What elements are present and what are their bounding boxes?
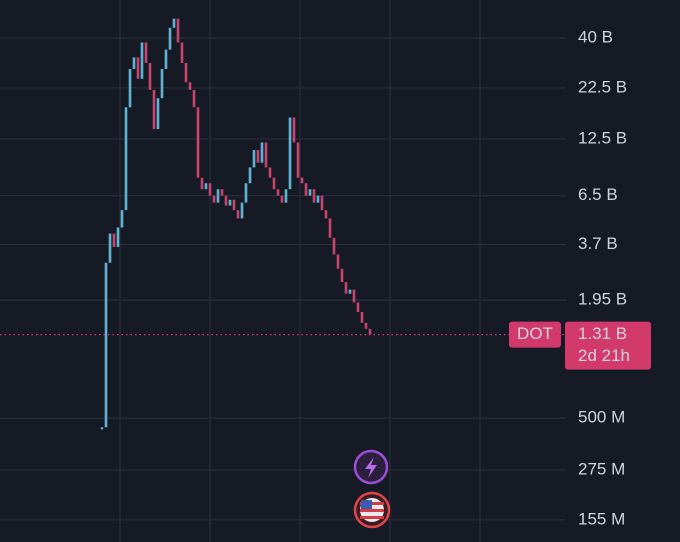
y-tick-label: 1.95 B	[578, 290, 627, 309]
y-tick-label: 3.7 B	[578, 234, 618, 253]
y-tick-label: 40 B	[578, 28, 613, 47]
candle	[260, 142, 264, 163]
candle	[216, 189, 220, 203]
candle	[276, 189, 280, 196]
candle	[252, 150, 256, 168]
candle	[136, 57, 140, 79]
candle	[132, 57, 136, 69]
candle	[176, 18, 180, 43]
candle	[192, 89, 196, 108]
flag-stripe	[360, 509, 384, 512]
vertical-grid	[119, 0, 481, 542]
candle	[156, 98, 160, 130]
candle	[300, 177, 304, 184]
candle	[208, 183, 212, 196]
candle	[164, 49, 168, 69]
y-tick-label: 500 M	[578, 408, 625, 427]
symbol-label: DOT	[517, 324, 553, 343]
event-icons	[353, 449, 391, 529]
y-tick-label: 275 M	[578, 460, 625, 479]
countdown-label: 2d 21h	[578, 346, 630, 365]
candle	[236, 210, 240, 219]
candle	[364, 322, 368, 329]
symbol-badge	[509, 321, 561, 348]
candle	[348, 289, 352, 294]
lightning-glyph	[365, 457, 377, 478]
candle	[352, 289, 356, 303]
candle	[292, 117, 296, 143]
candle	[204, 183, 208, 190]
candle	[332, 237, 336, 255]
candle	[360, 312, 364, 323]
y-tick-label: 6.5 B	[578, 185, 618, 204]
candle	[296, 142, 300, 178]
candle	[316, 195, 320, 203]
candle	[240, 202, 244, 219]
candle	[340, 268, 344, 283]
candle	[344, 282, 348, 294]
plot: 40 B 22.5 B 12.5 B 6.5 B 3.7 B 1.95 B 500 M 275…	[0, 18, 651, 528]
candle	[120, 210, 124, 228]
candle	[328, 218, 332, 238]
candle	[288, 117, 292, 190]
candle	[104, 262, 108, 428]
candle	[280, 195, 284, 203]
candle	[124, 107, 128, 211]
candle	[356, 302, 360, 313]
candle	[272, 177, 276, 190]
candle	[264, 142, 268, 168]
flag-canton	[361, 500, 372, 509]
candle	[304, 183, 308, 196]
candle	[116, 227, 120, 247]
candle	[228, 199, 232, 206]
candle	[212, 195, 216, 203]
candle	[320, 195, 324, 211]
candle	[248, 167, 252, 184]
candle	[312, 189, 316, 203]
price-badge	[565, 321, 651, 370]
candle	[180, 42, 184, 63]
candle	[220, 189, 224, 196]
candle	[224, 195, 228, 206]
candle	[200, 177, 204, 190]
candle	[268, 167, 272, 178]
candle	[152, 89, 156, 130]
candle	[256, 150, 260, 163]
candle	[308, 189, 312, 196]
last-price-label: 1.31 B	[578, 324, 627, 343]
candle	[196, 107, 200, 178]
candle	[168, 27, 172, 50]
candle	[232, 199, 236, 211]
y-tick-label: 12.5 B	[578, 128, 627, 147]
candle	[100, 427, 104, 430]
candle	[244, 183, 248, 203]
candle	[148, 62, 152, 90]
candle	[284, 189, 288, 203]
y-tick-label: 155 M	[578, 509, 625, 528]
candle	[140, 42, 144, 79]
candle	[160, 68, 164, 99]
flag-stripe	[360, 516, 384, 519]
candle	[184, 62, 188, 83]
candle	[112, 233, 116, 247]
candle	[108, 233, 112, 263]
candle	[336, 254, 340, 269]
candle	[188, 82, 192, 90]
candle	[368, 328, 372, 335]
y-tick-label: 22.5 B	[578, 77, 627, 96]
candle	[144, 42, 148, 63]
candle	[172, 18, 176, 28]
candle	[324, 210, 328, 219]
candle	[128, 68, 132, 108]
